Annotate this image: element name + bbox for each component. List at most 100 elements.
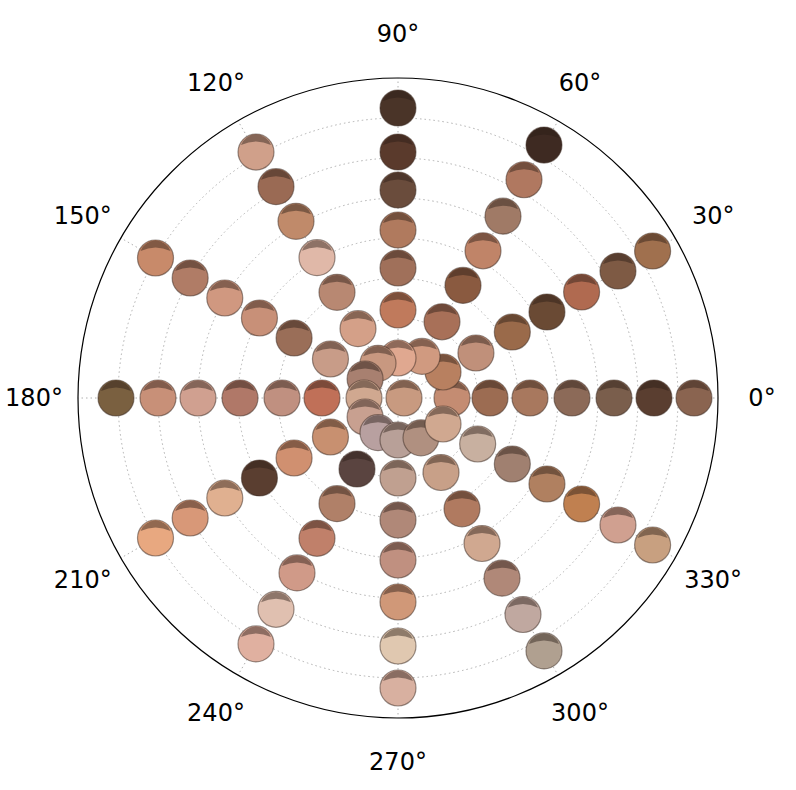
face-disc (600, 253, 636, 289)
face-disc (526, 633, 562, 669)
face-hair (241, 627, 271, 637)
face-hair (383, 91, 413, 101)
tick-label: 300° (551, 699, 609, 727)
face-hair (383, 629, 413, 639)
face-point (380, 584, 416, 620)
face-disc (676, 380, 712, 416)
angular-grid-line (238, 398, 398, 675)
tick-label: 240° (187, 699, 245, 727)
face-point (380, 628, 416, 664)
face-point (424, 304, 460, 340)
face-point (505, 597, 541, 633)
face-hair (210, 481, 240, 491)
face-point (460, 426, 496, 462)
face-disc (444, 491, 480, 527)
face-hair (603, 254, 633, 264)
face-point (312, 419, 348, 455)
face-point (264, 380, 300, 416)
face-point (380, 670, 416, 706)
face-point (276, 440, 312, 476)
face-point (279, 555, 315, 591)
face-hair (261, 169, 291, 179)
face-point (180, 380, 216, 416)
face-hair (343, 311, 373, 321)
face-hair (638, 528, 668, 538)
face-point (635, 233, 671, 269)
face-point (276, 320, 312, 356)
face-disc (596, 380, 632, 416)
face-point (339, 451, 375, 487)
face-point (380, 90, 416, 126)
face-disc (172, 260, 208, 296)
face-disc (460, 426, 496, 462)
face-disc (312, 419, 348, 455)
face-hair (475, 381, 505, 391)
face-disc (380, 90, 416, 126)
face-disc (258, 591, 294, 627)
radial-grid-line (198, 198, 598, 598)
face-point (564, 274, 600, 310)
face-disc (241, 300, 277, 336)
face-hair (225, 381, 255, 391)
face-hair (497, 447, 527, 457)
face-disc (319, 274, 355, 310)
face-disc (485, 198, 521, 234)
face-hair (281, 204, 311, 214)
face-disc (380, 502, 416, 538)
angular-grid-line (398, 398, 558, 675)
face-disc (380, 212, 416, 248)
face-disc (494, 314, 530, 350)
tick-label: 30° (692, 202, 735, 230)
face-hair (383, 135, 413, 145)
face-disc (505, 597, 541, 633)
face-disc (207, 480, 243, 516)
face-disc (312, 341, 348, 377)
face-disc (380, 628, 416, 664)
face-hair (267, 381, 297, 391)
face-hair (426, 455, 456, 465)
face-hair (141, 521, 171, 531)
face-disc (172, 500, 208, 536)
face-disc (386, 380, 422, 416)
face-hair (244, 461, 274, 471)
face-hair (427, 304, 457, 314)
points (98, 90, 712, 706)
face-point (444, 491, 480, 527)
face-point (258, 591, 294, 627)
face-point (425, 406, 461, 442)
face-disc (304, 380, 340, 416)
face-hair (532, 467, 562, 477)
chart: 0°30°60°90°120°150°180°210°240°270°300°3… (0, 0, 796, 790)
face-disc (98, 380, 134, 416)
face-hair (567, 275, 597, 285)
face-hair (143, 381, 173, 391)
face-point (241, 300, 277, 336)
face-disc (494, 446, 530, 482)
face-hair (342, 452, 372, 462)
angular-grid-line (398, 398, 675, 558)
radial-grid-line (278, 278, 518, 518)
face-disc (264, 380, 300, 416)
face-hair (487, 561, 517, 571)
face-hair (488, 199, 518, 209)
face-disc (279, 555, 315, 591)
face-hair (448, 268, 478, 278)
face-disc (241, 460, 277, 496)
face-point (138, 240, 174, 276)
face-hair (322, 275, 352, 285)
face-point (172, 500, 208, 536)
radial-grid-line (118, 118, 678, 678)
face-disc (278, 203, 314, 239)
face-hair (383, 585, 413, 595)
face-disc (380, 670, 416, 706)
radial-grid-line (318, 318, 478, 478)
face-hair (363, 346, 393, 356)
face-disc (258, 169, 294, 205)
face-hair (383, 251, 413, 261)
face-point (319, 486, 355, 522)
face-disc (424, 304, 460, 340)
face-hair (383, 173, 413, 183)
face-hair (532, 295, 562, 305)
face-disc (526, 127, 562, 163)
face-point (380, 212, 416, 248)
